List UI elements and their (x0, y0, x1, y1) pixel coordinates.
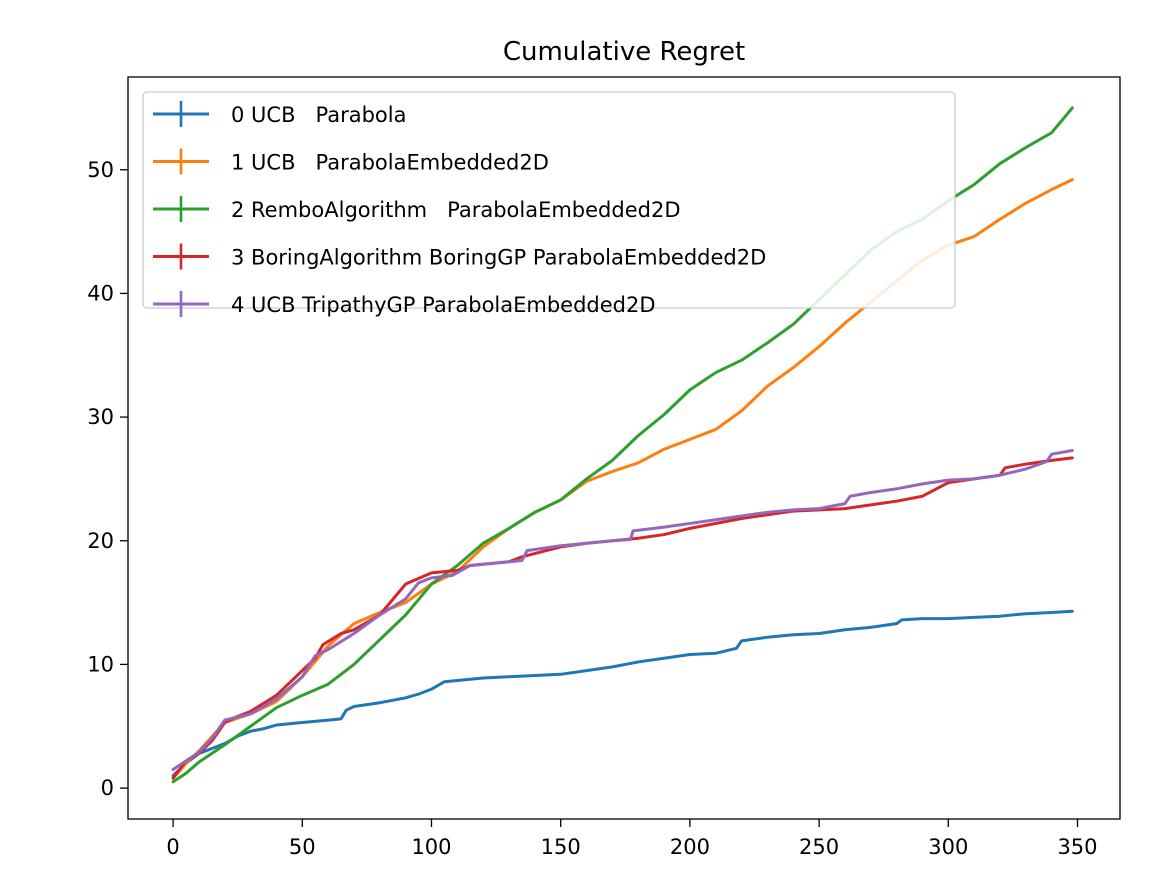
x-tick-label: 0 (166, 835, 179, 859)
legend-item-0: 0 UCB Parabola (153, 101, 406, 127)
legend-label: 1 UCB ParabolaEmbedded2D (231, 151, 549, 175)
legend: 0 UCB Parabola 1 UCB ParabolaEmbedded2D 2 … (142, 91, 956, 317)
legend-label: 2 RemboAlgorithm ParabolaEmbedded2D (231, 198, 681, 222)
y-tick-label: 10 (87, 652, 114, 676)
y-tick-label: 20 (87, 529, 114, 553)
y-tick-label: 0 (101, 776, 114, 800)
series-line-4 (171, 448, 1074, 772)
legend-item-2: 2 RemboAlgorithm ParabolaEmbedded2D (153, 196, 681, 222)
x-tick-label: 200 (670, 835, 710, 859)
x-tick-label: 300 (928, 835, 968, 859)
legend-label: 4 UCB TripathyGP ParabolaEmbedded2D (231, 293, 656, 317)
x-tick-label: 150 (541, 835, 581, 859)
legend-item-4: 4 UCB TripathyGP ParabolaEmbedded2D (153, 291, 656, 317)
legend-label: 3 BoringAlgorithm BoringGP ParabolaEmbed… (231, 246, 766, 270)
x-tick-label: 100 (411, 835, 451, 859)
series-line-0 (171, 609, 1074, 778)
axis-ticks: 0 50 100 150 200 250 300 350 0 10 20 30 40 50 (87, 158, 1097, 859)
x-tick-label: 350 (1057, 835, 1097, 859)
y-tick-label: 30 (87, 405, 114, 429)
y-tick-label: 40 (87, 281, 114, 305)
series-line-3 (171, 456, 1074, 780)
x-tick-label: 50 (289, 835, 316, 859)
plot-area-frame (127, 76, 1121, 820)
legend-item-3: 3 BoringAlgorithm BoringGP ParabolaEmbed… (153, 243, 766, 270)
y-tick-label: 50 (87, 158, 114, 182)
legend-item-1: 1 UCB ParabolaEmbedded2D (153, 148, 549, 175)
legend-box (142, 91, 956, 309)
x-tick-label: 250 (799, 835, 839, 859)
chart-title: Cumulative Regret (503, 37, 745, 67)
legend-label: 0 UCB Parabola (231, 103, 406, 127)
